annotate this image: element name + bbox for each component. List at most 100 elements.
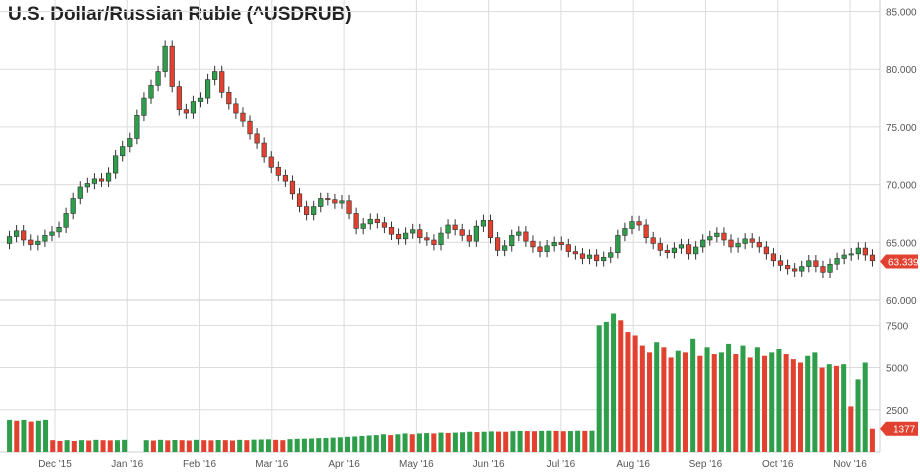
volume-bar <box>553 430 559 452</box>
candle-body <box>247 120 253 135</box>
volume-bar <box>237 439 243 452</box>
volume-tick-label: 2500 <box>886 406 909 417</box>
candle-body <box>438 232 444 245</box>
volume-bar <box>833 365 839 452</box>
price-tick-label: 75.000 <box>886 123 917 134</box>
volume-bar <box>143 440 149 452</box>
volume-bar <box>43 419 49 452</box>
volume-bar <box>841 364 847 452</box>
volume-bar <box>517 430 523 452</box>
volume-bar <box>546 430 552 452</box>
candle-body <box>735 243 741 248</box>
volume-bar <box>352 436 358 452</box>
candle-body <box>35 240 41 245</box>
volume-bar <box>251 439 257 452</box>
volume-bar <box>438 432 444 452</box>
volume-bar <box>215 440 221 452</box>
candle-body <box>650 237 656 244</box>
candle-body <box>98 178 105 182</box>
candle-body <box>268 156 274 168</box>
volume-bar <box>107 440 113 452</box>
candle-body <box>473 225 479 242</box>
date-tick-label: Nov '16 <box>833 459 867 470</box>
candle-body <box>742 238 748 244</box>
candle-body <box>14 230 20 237</box>
candle-body <box>777 260 784 266</box>
volume-bar <box>639 345 645 452</box>
volume-bar <box>848 406 854 452</box>
candle-body <box>615 235 621 253</box>
candle-body <box>21 230 27 241</box>
volume-bar <box>855 379 861 452</box>
volume-bar <box>373 435 379 452</box>
volume-bar <box>287 439 293 452</box>
date-tick-label: Jul '16 <box>547 459 576 470</box>
volume-bar <box>654 342 660 452</box>
last-volume-label: 1377 <box>893 425 916 436</box>
volume-bar <box>158 439 164 452</box>
candle-body <box>275 167 281 176</box>
candle-body <box>749 238 755 243</box>
volume-bar <box>316 438 322 452</box>
candle-body <box>756 242 762 248</box>
volume-bar <box>510 431 516 452</box>
volume-bar <box>718 352 724 452</box>
volume-bar <box>265 439 271 452</box>
candle-body <box>721 232 727 241</box>
candle-body <box>869 254 876 262</box>
volume-bar <box>28 421 34 452</box>
volume-bar <box>754 347 760 452</box>
volume-bar <box>222 440 228 452</box>
volume-bar <box>50 440 56 452</box>
volume-bar <box>57 441 63 452</box>
price-tick-label: 85.000 <box>886 8 917 19</box>
candle-body <box>226 92 232 105</box>
volume-bar <box>359 435 365 452</box>
volume-bar <box>560 431 566 452</box>
candle-body <box>516 231 522 236</box>
candle-body <box>601 257 607 262</box>
candle-body <box>63 213 69 228</box>
candle-body <box>134 115 140 139</box>
volume-bar <box>78 440 85 452</box>
candle-body <box>784 265 791 270</box>
date-tick-label: Jan '16 <box>111 459 143 470</box>
candle-body <box>445 224 451 234</box>
candle-body <box>452 224 458 230</box>
volume-bar <box>273 439 279 452</box>
volume-bar <box>165 440 171 452</box>
volume-bar <box>690 338 696 452</box>
grid-lines <box>0 0 880 452</box>
candle-body <box>176 86 182 110</box>
volume-bar <box>740 345 746 452</box>
candle-body <box>304 206 310 215</box>
candle-body <box>311 206 317 215</box>
date-tick-label: May '16 <box>399 459 434 470</box>
date-tick-label: Dec '15 <box>38 459 72 470</box>
volume-bar <box>668 357 674 452</box>
price-candles <box>6 40 876 279</box>
candle-body <box>367 218 373 225</box>
volume-bar <box>380 434 386 452</box>
candle-body <box>608 252 614 258</box>
candle-body <box>77 186 83 199</box>
volume-bar <box>474 432 480 452</box>
volume-bars <box>7 313 875 452</box>
candle-body <box>113 155 119 174</box>
volume-bar <box>186 440 192 452</box>
volume-bar <box>416 433 422 452</box>
price-tick-label: 65.000 <box>886 238 917 249</box>
volume-bar <box>35 420 41 452</box>
volume-bar <box>790 359 796 452</box>
candle-body <box>714 232 720 237</box>
volume-bar <box>337 437 343 452</box>
candle-body <box>296 193 303 207</box>
candle-body <box>537 246 543 252</box>
candle-body <box>678 244 685 249</box>
candle-body <box>551 242 557 247</box>
volume-bar <box>330 437 336 452</box>
candle-body <box>212 71 218 80</box>
volume-bar <box>172 440 178 452</box>
candle-body <box>763 246 769 255</box>
candle-body <box>204 79 211 99</box>
